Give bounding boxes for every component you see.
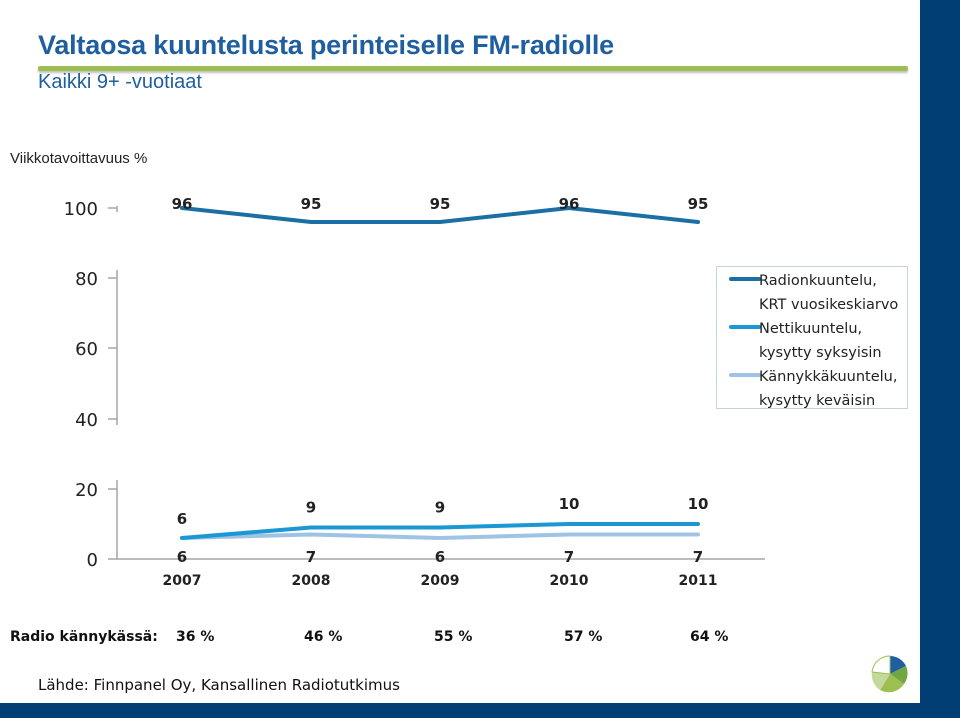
radio-phone-value-2010: 57 % (564, 629, 603, 645)
radio-phone-value-2007: 36 % (176, 629, 215, 645)
y-tick-label-80: 80 (75, 269, 98, 290)
y-tick-label-60: 60 (75, 339, 98, 360)
right-frame-bar (920, 0, 960, 718)
data-label-mobile-2008: 7 (306, 548, 316, 566)
y-axis-title: Viikkotavoittavuus % (10, 150, 148, 167)
radio-phone-value-2011: 64 % (690, 629, 729, 645)
x-tick-label-2011: 2011 (679, 573, 718, 589)
x-tick-label-2007: 2007 (163, 573, 202, 589)
data-label-mobile-2007: 6 (177, 548, 187, 566)
chart-legend: Radionkuuntelu, KRT vuosikeskiarvo Netti… (716, 266, 908, 409)
radio-phone-value-2008: 46 % (304, 629, 343, 645)
data-label-radio-2011: 95 (688, 195, 709, 213)
x-tick-label-2009: 2009 (421, 573, 460, 589)
radio-phone-label: Radio kännykässä: (10, 629, 158, 645)
y-tick-label-100: 100 (64, 199, 98, 220)
data-label-net-2011: 10 (688, 495, 709, 513)
legend-label-mobile: Kännykkäkuuntelu, kysytty keväisin (759, 369, 898, 409)
series-line-net (180, 522, 700, 540)
page-subtitle: Kaikki 9+ -vuotiaat (38, 71, 202, 93)
source-note: Lähde: Finnpanel Oy, Kansallinen Radiotu… (38, 676, 400, 694)
data-label-net-2008: 9 (306, 499, 316, 517)
x-tick-label-2008: 2008 (292, 573, 331, 589)
series-line-radio (180, 206, 700, 224)
data-label-mobile-2009: 6 (435, 548, 445, 566)
title-underline (38, 66, 908, 71)
data-label-radio-2007: 96 (172, 195, 193, 213)
legend-label-radio: Radionkuuntelu, KRT vuosikeskiarvo (759, 273, 899, 313)
bottom-frame-bar (0, 703, 920, 718)
legend-swatch-mobile (729, 373, 761, 377)
data-label-net-2007: 6 (177, 510, 187, 528)
legend-swatch-radio (729, 277, 761, 281)
data-label-net-2009: 9 (435, 499, 445, 517)
data-label-mobile-2011: 7 (693, 548, 703, 566)
x-tick-label-2010: 2010 (550, 573, 589, 589)
radio-phone-value-2009: 55 % (434, 629, 473, 645)
legend-label-net: Nettikuuntelu, kysytty syksyisin (759, 321, 882, 361)
data-label-net-2010: 10 (559, 495, 580, 513)
series-line-mobile (180, 532, 700, 540)
data-label-radio-2009: 95 (430, 195, 451, 213)
data-label-mobile-2010: 7 (564, 548, 574, 566)
y-tick-label-0: 0 (87, 550, 98, 571)
y-tick-label-40: 40 (75, 410, 98, 431)
company-logo-icon (871, 655, 908, 693)
data-label-radio-2010: 96 (559, 195, 580, 213)
data-label-radio-2008: 95 (301, 195, 322, 213)
y-tick-label-20: 20 (75, 480, 98, 501)
page-title: Valtaosa kuuntelusta perinteiselle FM-ra… (38, 30, 614, 60)
legend-swatch-net (729, 325, 761, 329)
